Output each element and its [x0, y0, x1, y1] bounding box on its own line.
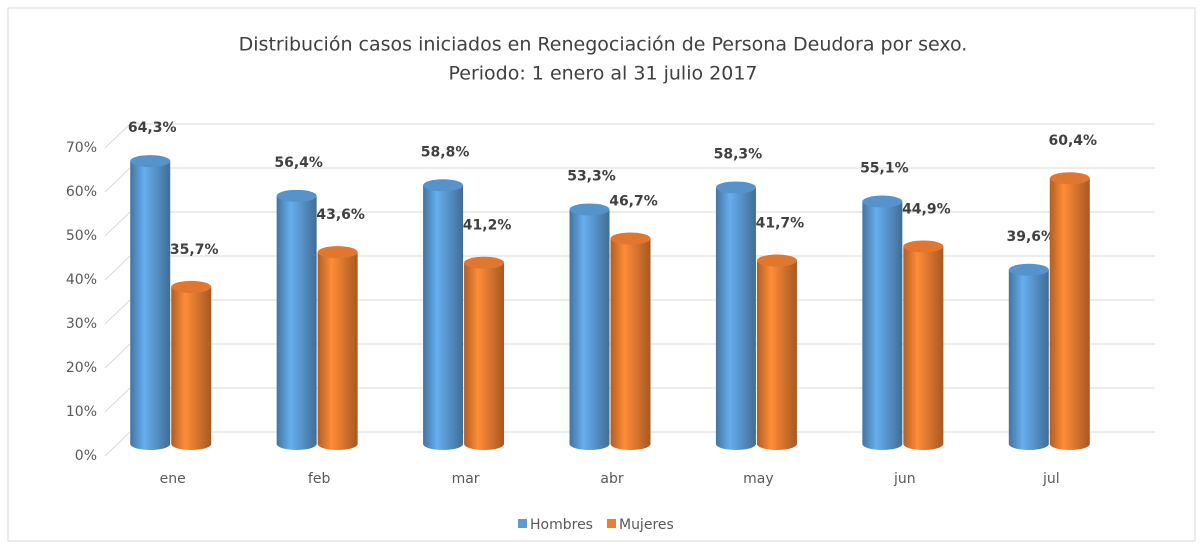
bar-top — [317, 246, 358, 259]
legend-label: Mujeres — [619, 517, 674, 533]
bar — [317, 252, 358, 450]
y-tick-label: 50% — [66, 228, 97, 244]
bar-top — [423, 179, 464, 192]
bar — [903, 246, 944, 450]
data-label: 41,7% — [756, 216, 805, 232]
y-tick-label: 60% — [66, 184, 97, 200]
x-tick-label: jun — [893, 471, 916, 487]
y-tick-label: 0% — [75, 448, 97, 464]
bar-top — [130, 155, 171, 168]
data-label: 41,2% — [463, 218, 512, 234]
y-tick-label: 10% — [66, 404, 97, 420]
y-tick-label: 70% — [66, 140, 97, 156]
data-label: 56,4% — [274, 155, 323, 171]
bar — [569, 209, 610, 450]
bar-top — [171, 280, 212, 293]
bar — [756, 260, 797, 450]
grid-line-side — [104, 211, 131, 237]
bar-top — [1049, 172, 1090, 185]
data-label: 53,3% — [567, 168, 616, 184]
bar — [464, 262, 505, 450]
data-label: 60,4% — [1048, 133, 1097, 149]
bar-top — [756, 254, 797, 267]
data-label: 58,3% — [714, 146, 763, 162]
data-label: 35,7% — [170, 242, 219, 258]
grid-line-side — [104, 387, 131, 413]
bar-top — [569, 203, 610, 216]
data-label: 58,8% — [421, 144, 470, 160]
legend-swatch — [606, 519, 616, 528]
chart-title: Distribución casos iniciados en Renegoci… — [239, 34, 968, 56]
grid-line-side — [104, 343, 131, 369]
x-tick-label: feb — [308, 471, 331, 487]
grid-line-side — [104, 167, 131, 193]
bar — [610, 238, 651, 450]
data-label: 44,9% — [902, 201, 951, 217]
data-label: 55,1% — [860, 161, 909, 177]
data-label: 43,6% — [316, 207, 365, 223]
x-tick-label: mar — [452, 471, 480, 487]
bar — [423, 185, 464, 450]
bar-top — [610, 232, 651, 245]
bar — [171, 286, 212, 450]
bar — [1049, 178, 1090, 451]
bar — [130, 161, 171, 450]
x-tick-label: abr — [600, 471, 623, 487]
bar — [862, 201, 903, 450]
bar-top — [1008, 263, 1049, 276]
grid-line-side — [104, 299, 131, 325]
x-tick-label: may — [743, 471, 774, 487]
bar-top — [464, 256, 505, 269]
bar — [276, 195, 317, 450]
x-tick-label: ene — [160, 471, 186, 487]
x-tick-label: jul — [1042, 471, 1060, 487]
data-label: 39,6% — [1006, 229, 1055, 245]
bar-top — [276, 189, 317, 202]
data-label: 64,3% — [128, 120, 177, 136]
grid-line-side — [104, 123, 131, 149]
chart-subtitle: Periodo: 1 enero al 31 julio 2017 — [449, 63, 758, 85]
grid-line-side — [104, 255, 131, 281]
bar-top — [903, 240, 944, 253]
y-tick-label: 30% — [66, 316, 97, 332]
bar — [715, 187, 756, 451]
bar-top — [715, 181, 756, 194]
legend-swatch — [518, 519, 527, 528]
grid-line-side — [104, 431, 131, 457]
y-tick-label: 40% — [66, 272, 97, 288]
bar — [1008, 269, 1049, 450]
data-label: 46,7% — [609, 194, 658, 210]
bar-top — [862, 195, 903, 208]
y-tick-label: 20% — [66, 360, 97, 376]
legend-label: Hombres — [530, 517, 593, 533]
